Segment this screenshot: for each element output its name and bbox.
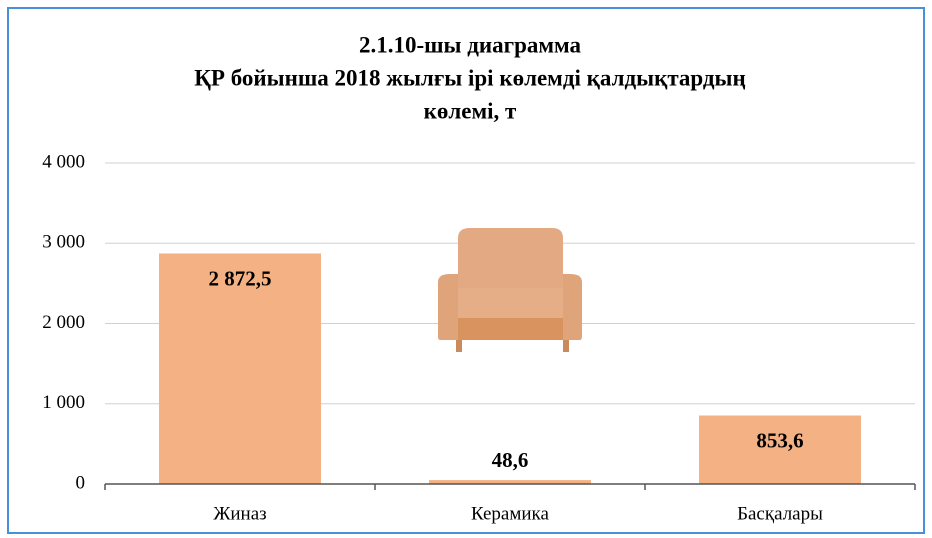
page: 2.1.10-шы диаграмма ҚР бойынша 2018 жылғы… bbox=[0, 0, 932, 538]
y-tick-label: 4 000 bbox=[42, 151, 85, 172]
chart-title: көлемі, т bbox=[424, 98, 517, 123]
value-label: 853,6 bbox=[756, 428, 803, 452]
x-tick-label: Керамика bbox=[471, 503, 549, 524]
value-label: 2 872,5 bbox=[209, 266, 272, 290]
y-tick-label: 2 000 bbox=[42, 312, 85, 333]
y-tick-label: 1 000 bbox=[42, 392, 85, 413]
y-tick-label: 0 bbox=[76, 472, 86, 493]
chart: 2.1.10-шы диаграмма ҚР бойынша 2018 жылғы… bbox=[0, 0, 932, 538]
chart-title: ҚР бойынша 2018 жылғы ірі көлемді қалдық… bbox=[194, 65, 745, 90]
armchair-icon bbox=[438, 228, 582, 352]
value-label: 48,6 bbox=[492, 448, 529, 472]
y-tick-label: 3 000 bbox=[42, 232, 85, 253]
x-tick-label: Басқалары bbox=[737, 503, 823, 524]
x-tick-label: Жиназ bbox=[213, 503, 266, 524]
chart-title: 2.1.10-шы диаграмма bbox=[359, 32, 582, 57]
